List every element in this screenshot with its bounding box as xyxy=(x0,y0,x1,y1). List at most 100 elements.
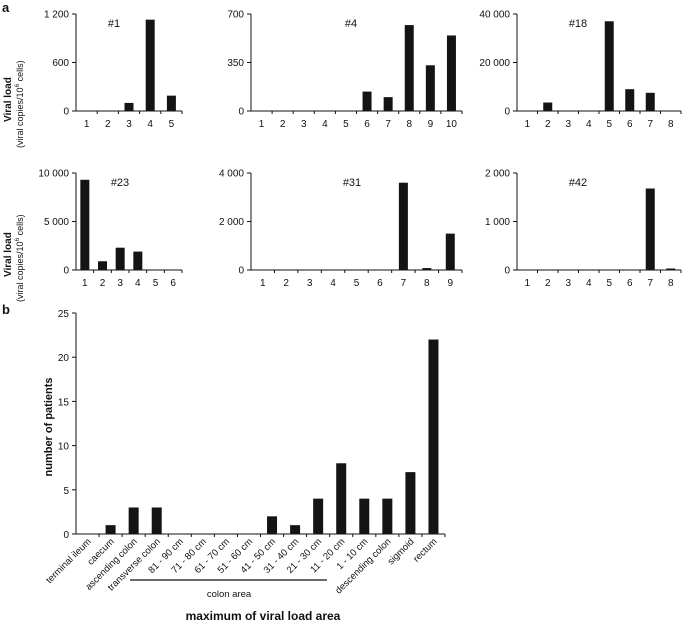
chart-2: 0 20 000 40 000 #18 1 2 3 4 5 6 7 8 xyxy=(479,10,682,130)
x-tick-label: 5 xyxy=(606,278,612,289)
x-tick-label: 1 xyxy=(524,119,530,130)
y-tick-label: 350 xyxy=(227,58,244,69)
y-tick-label: 0 xyxy=(63,266,69,277)
x-tick-label: 2 xyxy=(100,278,106,289)
y-axis-label-top: Viral load (viral copies/106 cells) xyxy=(3,60,25,148)
x-tick-label: 7 xyxy=(401,278,407,289)
y-label-units-top: (viral copies/106 cells) xyxy=(14,60,25,148)
x-tick-label: 10 xyxy=(446,119,458,130)
x-tick-label: 4 xyxy=(586,119,592,130)
x-tick-label: 4 xyxy=(322,119,328,130)
bar xyxy=(151,507,162,534)
y-tick-label: 25 xyxy=(58,309,70,320)
bar xyxy=(124,102,134,111)
bar xyxy=(382,498,393,534)
bar xyxy=(336,463,347,534)
chart-5: 0 1 000 2 000 #42 1 2 3 4 5 6 7 8 xyxy=(485,169,682,289)
bar xyxy=(359,498,370,534)
panel-label-a: a xyxy=(2,0,10,15)
x-tick-label: 8 xyxy=(668,119,674,130)
bar xyxy=(604,21,614,111)
x-tick-label: 1 xyxy=(260,278,266,289)
bar xyxy=(80,179,90,270)
x-tick-label: 6 xyxy=(170,278,176,289)
chart-title: #42 xyxy=(569,177,587,189)
bar xyxy=(422,268,432,270)
x-tick-label: 5 xyxy=(153,278,159,289)
bar xyxy=(105,525,116,534)
bar xyxy=(404,25,414,111)
x-tick-label: 2 xyxy=(280,119,286,130)
x-tick-label: 1 xyxy=(259,119,265,130)
chart-3: 0 5 000 10 000 #23 1 2 3 4 5 6 xyxy=(38,169,183,289)
chart-title: #23 xyxy=(111,177,129,189)
x-category-label: rectum xyxy=(411,536,439,564)
y-tick-label: 20 000 xyxy=(479,58,510,69)
bar xyxy=(313,498,324,534)
bar xyxy=(425,65,435,111)
bar xyxy=(543,102,553,111)
y-tick-label: 4 000 xyxy=(219,169,244,180)
y-tick-label: 10 000 xyxy=(38,169,69,180)
bar xyxy=(445,233,455,270)
x-tick-label: 9 xyxy=(428,119,434,130)
bar xyxy=(645,188,655,270)
bar xyxy=(267,516,278,534)
x-tick-label: 3 xyxy=(117,278,123,289)
chart-0: 0 600 1 200 #1 1 2 3 4 5 xyxy=(44,10,183,130)
panel-label-b: b xyxy=(2,302,10,317)
y-axis-label-bottom: Viral load (viral copies/106 cells) xyxy=(3,214,25,302)
x-tick-label: 3 xyxy=(565,278,571,289)
x-tick-label: 2 xyxy=(545,278,551,289)
bar xyxy=(428,339,439,534)
x-tick-label: 3 xyxy=(301,119,307,130)
x-tick-label: 7 xyxy=(647,119,653,130)
chart-title: #18 xyxy=(569,18,587,30)
x-tick-label: 3 xyxy=(126,119,132,130)
bar xyxy=(625,89,635,111)
chart-4: 0 2 000 4 000 #31 1 2 3 4 5 6 7 8 9 xyxy=(219,169,463,289)
panel-b-y-label: number of patients xyxy=(43,377,55,476)
y-tick-label: 0 xyxy=(238,266,244,277)
y-tick-label: 5 xyxy=(63,486,69,497)
x-tick-label: 2 xyxy=(105,119,111,130)
x-tick-label: 2 xyxy=(545,119,551,130)
chart-title: #31 xyxy=(343,177,361,189)
y-tick-label: 2 000 xyxy=(219,217,244,228)
bar xyxy=(645,92,655,111)
bar xyxy=(383,97,393,111)
bar xyxy=(133,251,143,270)
x-tick-label: 6 xyxy=(627,278,633,289)
y-tick-label: 0 xyxy=(63,530,69,541)
x-tick-label: 3 xyxy=(565,119,571,130)
bar xyxy=(666,268,676,270)
colon-area-label: colon area xyxy=(207,589,252,600)
bar xyxy=(290,525,301,534)
y-tick-label: 40 000 xyxy=(479,10,510,21)
bar xyxy=(405,472,416,534)
y-tick-label: 1 000 xyxy=(485,217,510,228)
y-tick-label: 15 xyxy=(58,397,70,408)
y-tick-label: 600 xyxy=(52,58,69,69)
y-tick-label: 5 000 xyxy=(44,217,69,228)
x-tick-label: 6 xyxy=(364,119,370,130)
y-tick-label: 2 000 xyxy=(485,169,510,180)
y-tick-label: 0 xyxy=(504,107,510,118)
x-tick-label: 4 xyxy=(147,119,153,130)
x-tick-label: 8 xyxy=(668,278,674,289)
x-tick-label: 8 xyxy=(424,278,430,289)
panel-b-x-title: maximum of viral load area xyxy=(186,609,341,623)
x-tick-label: 5 xyxy=(169,119,175,130)
x-tick-label: 5 xyxy=(343,119,349,130)
bar xyxy=(145,19,155,111)
x-tick-label: 7 xyxy=(647,278,653,289)
x-tick-label: 3 xyxy=(307,278,313,289)
bar xyxy=(115,247,125,270)
y-tick-label: 20 xyxy=(58,353,70,364)
y-tick-label: 10 xyxy=(58,442,70,453)
bar xyxy=(398,182,408,270)
chart-1: 0 350 700 #4 1 2 3 4 5 6 7 8 9 10 xyxy=(227,10,463,130)
x-tick-label: 7 xyxy=(385,119,391,130)
